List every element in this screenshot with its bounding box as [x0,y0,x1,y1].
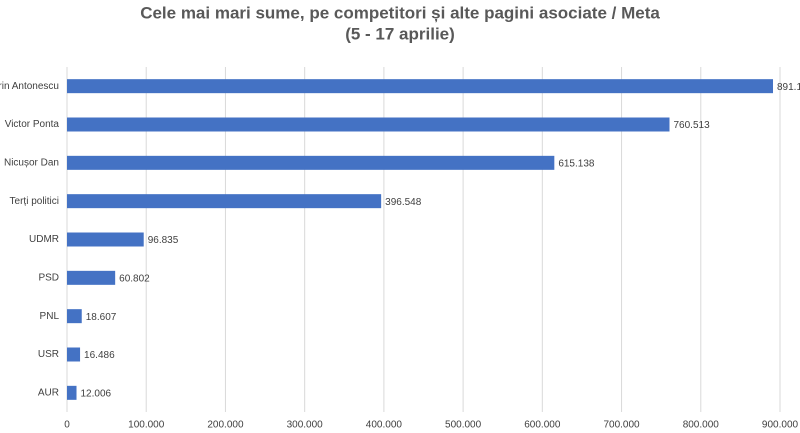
y-tick-label: Crin Antonescu [0,81,59,92]
x-tick-label: 500.000 [445,420,482,431]
y-tick-label: AUR [38,387,59,398]
bar [67,270,116,285]
y-tick-label: Victor Ponta [5,119,60,130]
bar [67,155,555,170]
bar [67,79,774,94]
x-tick-label: 800.000 [683,420,720,431]
y-tick-label: Terți politici [10,196,59,207]
x-tick-label: 900.000 [762,420,799,431]
y-tick-label: USR [38,349,59,360]
x-tick-label: 100.000 [128,420,165,431]
x-tick-label: 400.000 [366,420,403,431]
x-tick-label: 600.000 [524,420,561,431]
value-label: 760.513 [673,120,710,131]
y-tick-label: Nicușor Dan [4,157,59,168]
bar [67,194,382,209]
bar [67,117,670,132]
value-label: 891.169 [777,82,800,93]
value-label: 615.138 [558,158,595,169]
x-tick-label: 700.000 [603,420,640,431]
value-label: 16.486 [84,350,115,361]
value-label: 396.548 [385,197,422,208]
y-tick-label: PNL [40,311,60,322]
y-tick-label: PSD [38,272,59,283]
value-label: 12.006 [81,388,112,399]
bar [67,385,77,400]
y-tick-label: UDMR [29,234,59,245]
chart-subtitle: (5 - 17 aprilie) [345,24,455,43]
value-label: 96.835 [148,235,179,246]
x-tick-label: 0 [64,420,70,431]
chart-title: Cele mai mari sume, pe competitori și al… [140,3,660,22]
value-label: 60.802 [119,273,150,284]
bar [67,347,81,362]
bar [67,309,82,324]
x-tick-label: 200.000 [207,420,244,431]
bar [67,232,144,247]
x-tick-label: 300.000 [287,420,324,431]
value-label: 18.607 [86,312,117,323]
